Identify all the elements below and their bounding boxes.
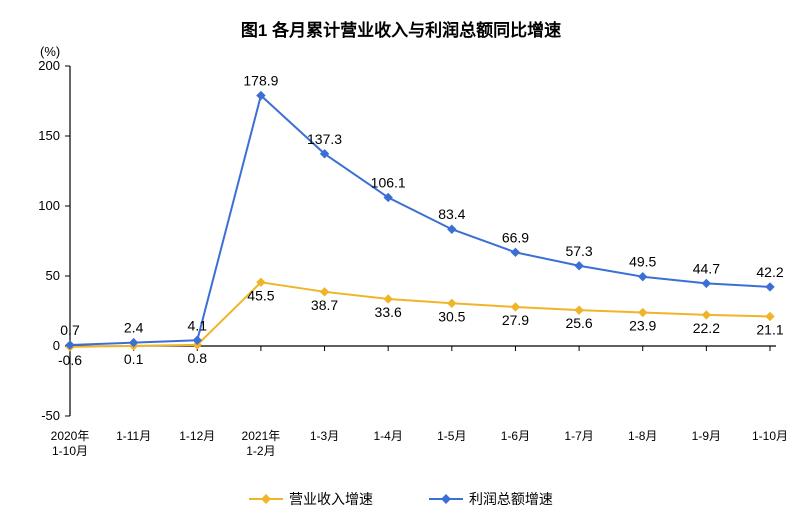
svg-text:2.4: 2.4 <box>124 320 144 336</box>
svg-text:57.3: 57.3 <box>565 243 592 259</box>
svg-text:1-8月: 1-8月 <box>628 429 657 443</box>
svg-text:200: 200 <box>38 58 60 73</box>
svg-text:1-11月: 1-11月 <box>116 429 151 443</box>
legend-item-revenue: 营业收入增速 <box>249 489 373 509</box>
svg-text:100: 100 <box>38 198 60 213</box>
svg-text:1-5月: 1-5月 <box>437 429 466 443</box>
svg-text:42.2: 42.2 <box>756 264 783 280</box>
svg-text:106.1: 106.1 <box>371 174 406 190</box>
legend: 营业收入增速 利润总额增速 <box>0 487 802 509</box>
svg-text:66.9: 66.9 <box>502 229 529 245</box>
svg-text:1-3月: 1-3月 <box>310 429 339 443</box>
svg-text:45.5: 45.5 <box>247 287 274 303</box>
legend-item-profit: 利润总额增速 <box>429 489 553 509</box>
svg-text:137.3: 137.3 <box>307 131 342 147</box>
svg-text:-50: -50 <box>41 408 60 423</box>
svg-text:33.6: 33.6 <box>375 304 402 320</box>
svg-text:178.9: 178.9 <box>243 73 278 89</box>
svg-text:150: 150 <box>38 128 60 143</box>
svg-text:2021年: 2021年 <box>242 429 281 443</box>
svg-text:0.8: 0.8 <box>188 350 208 366</box>
svg-text:38.7: 38.7 <box>311 297 338 313</box>
svg-text:0: 0 <box>53 338 60 353</box>
svg-text:1-7月: 1-7月 <box>564 429 593 443</box>
svg-text:83.4: 83.4 <box>438 206 465 222</box>
legend-label: 营业收入增速 <box>289 489 373 509</box>
svg-text:4.1: 4.1 <box>188 317 208 333</box>
svg-text:0.1: 0.1 <box>124 351 144 367</box>
svg-text:23.9: 23.9 <box>629 318 656 334</box>
svg-text:49.5: 49.5 <box>629 254 656 270</box>
svg-text:1-12月: 1-12月 <box>179 429 215 443</box>
svg-text:1-10月: 1-10月 <box>52 444 88 458</box>
svg-text:1-6月: 1-6月 <box>501 429 530 443</box>
svg-text:1-4月: 1-4月 <box>374 429 403 443</box>
chart-svg: -500501001502002020年1-10月1-11月1-12月2021年… <box>0 0 802 523</box>
svg-text:44.7: 44.7 <box>693 260 720 276</box>
svg-text:0.7: 0.7 <box>60 322 80 338</box>
svg-text:1-10月: 1-10月 <box>752 429 788 443</box>
svg-text:21.1: 21.1 <box>756 321 783 337</box>
svg-text:2020年: 2020年 <box>51 429 90 443</box>
svg-text:1-2月: 1-2月 <box>246 444 275 458</box>
svg-text:50: 50 <box>46 268 60 283</box>
legend-label: 利润总额增速 <box>469 489 553 509</box>
svg-text:30.5: 30.5 <box>438 308 465 324</box>
svg-text:1-9月: 1-9月 <box>692 429 721 443</box>
svg-text:-0.6: -0.6 <box>58 352 82 368</box>
svg-text:22.2: 22.2 <box>693 320 720 336</box>
svg-text:25.6: 25.6 <box>565 315 592 331</box>
svg-text:27.9: 27.9 <box>502 312 529 328</box>
legend-swatch-profit <box>429 498 463 500</box>
chart-container: 图1 各月累计营业收入与利润总额同比增速 (%) -50050100150200… <box>0 0 802 523</box>
legend-swatch-revenue <box>249 498 283 500</box>
